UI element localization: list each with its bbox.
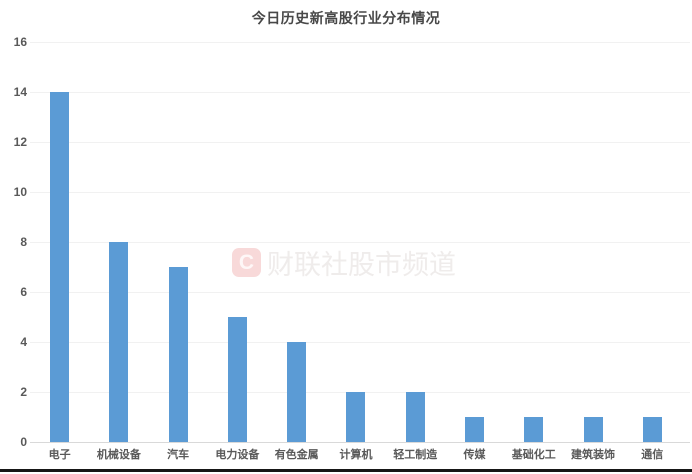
y-tick-label: 0 bbox=[20, 435, 27, 449]
bar-slot bbox=[208, 42, 267, 442]
bottom-border-line bbox=[0, 469, 692, 472]
y-tick-label: 16 bbox=[13, 35, 27, 49]
x-tick-label: 传媒 bbox=[463, 449, 486, 461]
bar-机械设备 bbox=[109, 242, 129, 442]
bar-slot bbox=[149, 42, 208, 442]
bar-slot bbox=[386, 42, 445, 442]
y-tick-label: 8 bbox=[20, 235, 27, 249]
x-axis-line bbox=[30, 442, 690, 443]
bar-有色金属 bbox=[287, 342, 307, 442]
x-tick-label: 有色金属 bbox=[274, 449, 319, 461]
gridline bbox=[30, 342, 690, 343]
y-tick-label: 2 bbox=[20, 385, 27, 399]
chart-title: 今日历史新高股行业分布情况 bbox=[251, 10, 441, 26]
gridline bbox=[30, 92, 690, 93]
x-tick-label: 通信 bbox=[641, 449, 664, 461]
bar-传媒 bbox=[464, 417, 484, 442]
gridline bbox=[30, 42, 690, 43]
y-tick-label: 14 bbox=[13, 85, 27, 99]
x-tick-label: 汽车 bbox=[167, 449, 190, 461]
bar-slot bbox=[267, 42, 326, 442]
y-tick-label: 12 bbox=[13, 135, 27, 149]
gridline bbox=[30, 242, 690, 243]
bar-通信 bbox=[642, 417, 662, 442]
bar-建筑装饰 bbox=[583, 417, 603, 442]
x-axis-labels: 电子 机械设备 汽车 电力设备 有色金属 计算机 轻工制造 传媒 基础化工 建筑装饰 通信 bbox=[30, 447, 682, 463]
x-tick-label: 计算机 bbox=[339, 449, 373, 461]
bar-slot bbox=[445, 42, 504, 442]
x-tick-label: 建筑装饰 bbox=[571, 449, 616, 461]
x-tick-label: 基础化工 bbox=[511, 449, 556, 461]
x-tick-label: 电子 bbox=[48, 449, 71, 461]
bar-计算机 bbox=[346, 392, 366, 442]
bar-slot bbox=[30, 42, 89, 442]
bar-汽车 bbox=[168, 267, 188, 442]
bar-基础化工 bbox=[524, 417, 544, 442]
bar-slot bbox=[504, 42, 563, 442]
bar-轻工制造 bbox=[405, 392, 425, 442]
x-tick-label: 机械设备 bbox=[96, 449, 141, 461]
bar-slot bbox=[89, 42, 148, 442]
y-tick-label: 4 bbox=[20, 335, 27, 349]
bar-slot bbox=[326, 42, 385, 442]
bar-电子 bbox=[50, 92, 70, 442]
bar-电力设备 bbox=[227, 317, 247, 442]
x-tick-label: 轻工制造 bbox=[393, 449, 438, 461]
gridline bbox=[30, 292, 690, 293]
y-tick-label: 10 bbox=[13, 185, 27, 199]
plot-area bbox=[30, 42, 690, 443]
x-tick-label: 电力设备 bbox=[215, 449, 260, 461]
bar-slot bbox=[563, 42, 622, 442]
bar-slot bbox=[623, 42, 682, 442]
gridline bbox=[30, 192, 690, 193]
y-tick-label: 6 bbox=[20, 285, 27, 299]
bars-container bbox=[30, 42, 682, 442]
gridline bbox=[30, 142, 690, 143]
y-axis-labels: 0 2 4 6 8 10 12 14 16 bbox=[0, 35, 27, 449]
